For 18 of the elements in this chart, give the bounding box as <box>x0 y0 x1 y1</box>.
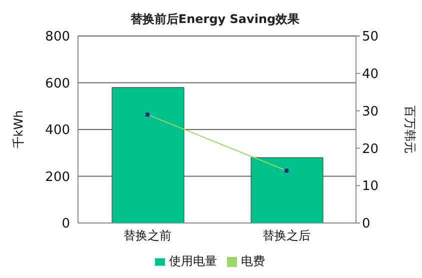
legend-label: 使用电量 <box>169 254 217 268</box>
y-tick-label: 200 <box>45 170 70 185</box>
y2-axis-title: 百万韩元 <box>402 106 417 154</box>
y2-tick-label: 20 <box>362 142 379 157</box>
legend-label: 电费 <box>241 254 265 268</box>
y-tick-label: 0 <box>62 216 70 232</box>
y2-tick-label: 40 <box>362 67 379 82</box>
y-axis-title: 千kWh <box>11 110 26 149</box>
y2-tick-label: 50 <box>362 30 379 45</box>
x-tick-label: 替换之后 <box>262 228 310 243</box>
y-tick-label: 400 <box>45 123 70 138</box>
y2-tick-label: 10 <box>362 179 379 194</box>
y2-tick-label: 30 <box>362 104 379 120</box>
y-tick-label: 800 <box>45 30 70 45</box>
y2-tick-label: 0 <box>362 216 370 232</box>
y-tick-label: 600 <box>45 76 70 92</box>
x-tick-label: 替换之前 <box>124 228 172 243</box>
chart-title: 替换前后Energy Saving效果 <box>129 11 301 28</box>
